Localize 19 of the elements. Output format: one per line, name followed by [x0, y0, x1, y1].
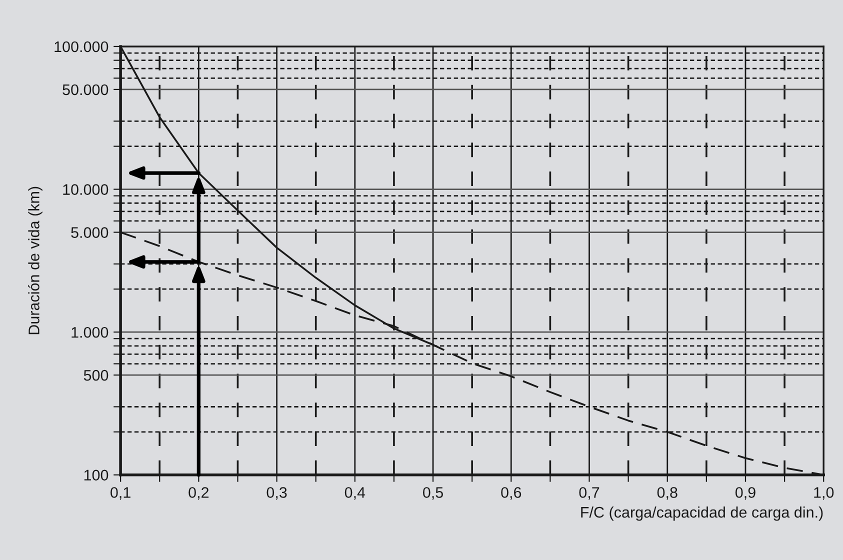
- x-tick-label: 0,5: [423, 487, 443, 500]
- x-tick-label: 0,8: [657, 487, 678, 500]
- x-tick-label: 0,2: [188, 487, 209, 500]
- x-tick-label: 0,3: [266, 487, 287, 500]
- x-tick-label: 0,7: [579, 487, 600, 500]
- x-tick-label: 0,6: [501, 487, 522, 500]
- x-tick-label: 0,1: [110, 487, 130, 500]
- x-tick-label: 1,0: [814, 487, 834, 500]
- y-tick-label: 1.000: [72, 326, 108, 338]
- y-tick-label: 100.000: [54, 41, 108, 52]
- y-tick-label: 50.000: [62, 84, 108, 96]
- y-tick-label: 500: [84, 370, 108, 381]
- x-axis-title: F/C (carga/capacidad de carga din.): [581, 506, 823, 521]
- y-tick-label: 100: [84, 470, 108, 481]
- y-axis-title: Duración de vida (km): [28, 186, 42, 334]
- y-tick-label: 5.000: [71, 227, 108, 238]
- x-tick-label: 0,9: [735, 487, 756, 500]
- y-tick-label: 10.000: [63, 184, 108, 195]
- x-tick-label: 0,4: [344, 487, 366, 500]
